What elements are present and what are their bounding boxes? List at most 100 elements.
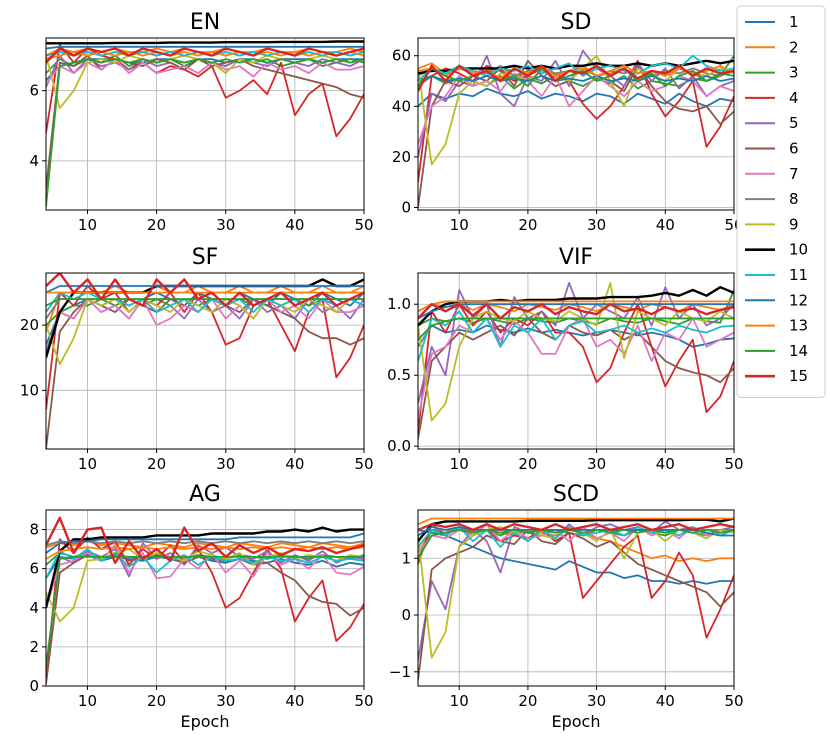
x-tick-label: 50	[354, 216, 373, 234]
series-line-9	[46, 298, 364, 366]
legend-label-4: 4	[789, 89, 799, 107]
series-line-12	[46, 45, 364, 50]
y-tick-label: 10	[20, 381, 39, 399]
x-tick-label: 20	[147, 216, 166, 234]
legend-label-8: 8	[789, 190, 799, 208]
series-line-1	[46, 291, 364, 346]
y-tick-label: 20	[20, 316, 39, 334]
series-line-12	[418, 75, 734, 87]
series-line-12	[46, 532, 364, 554]
y-tick-label: 1	[401, 549, 411, 567]
x-tick-label: 40	[656, 455, 675, 473]
series-group	[46, 40, 364, 207]
x-tick-label: 30	[216, 455, 235, 473]
x-axis-label: Epoch	[552, 712, 601, 731]
x-tick-label: 40	[285, 216, 304, 234]
panel-title: VIF	[559, 245, 593, 270]
series-line-15	[46, 273, 364, 307]
series-group	[418, 517, 734, 681]
axes-frame	[417, 272, 735, 450]
legend-label-5: 5	[789, 114, 799, 132]
axes-frame	[417, 509, 735, 687]
y-tick-label: 60	[392, 47, 411, 65]
series-line-2	[46, 540, 364, 549]
series-line-10	[46, 526, 364, 609]
x-axis-label: Epoch	[181, 712, 230, 731]
x-tick-label: 20	[518, 455, 537, 473]
axes-frame	[45, 272, 365, 450]
y-tick-label: 4	[29, 599, 39, 617]
series-line-14	[46, 58, 364, 207]
x-tick-label: 20	[518, 692, 537, 710]
panel-title: EN	[190, 10, 220, 35]
series-line-14	[46, 556, 364, 667]
series-line-15	[46, 47, 364, 64]
series-line-10	[46, 40, 364, 45]
x-tick-label: 20	[147, 455, 166, 473]
x-tick-label: 10	[450, 216, 469, 234]
axes-frame	[45, 509, 365, 687]
series-line-15	[418, 523, 734, 532]
series-line-11	[418, 310, 734, 362]
x-tick-label: 40	[656, 692, 675, 710]
series-line-5	[46, 542, 364, 605]
series-line-14	[418, 317, 734, 341]
legend-label-14: 14	[789, 342, 808, 360]
x-tick-label: 10	[450, 692, 469, 710]
axes-frame	[417, 37, 735, 211]
series-line-12	[46, 285, 364, 294]
panel-title: SCD	[553, 482, 599, 507]
legend-label-1: 1	[789, 13, 799, 31]
y-tick-label: 6	[29, 560, 39, 578]
series-line-9	[418, 526, 734, 659]
series-line-7	[418, 523, 734, 554]
legend-label-9: 9	[789, 215, 799, 233]
y-tick-label: 0	[29, 677, 39, 695]
x-tick-label: 20	[147, 692, 166, 710]
y-tick-label: 0.0	[387, 437, 411, 455]
x-tick-label: 50	[354, 455, 373, 473]
y-tick-label: 8	[29, 521, 39, 539]
y-tick-label: 6	[29, 82, 39, 100]
y-tick-label: −1	[389, 663, 411, 681]
legend-label-12: 12	[789, 291, 808, 309]
legend-label-2: 2	[789, 38, 799, 56]
panel-title: SD	[561, 10, 592, 35]
series-line-7	[46, 58, 364, 85]
series-group	[418, 49, 734, 208]
series-line-15	[46, 516, 364, 564]
series-line-15	[418, 303, 734, 320]
panels: 10 20 30 40 50 4 6 EN 10 20 30 40 50 0 20 40 60 SD 10 20 30 4…	[20, 10, 744, 731]
series-line-6	[46, 298, 364, 449]
series-line-6	[46, 54, 364, 189]
x-tick-label: 30	[216, 216, 235, 234]
x-tick-label: 20	[518, 216, 537, 234]
y-tick-label: 2	[29, 638, 39, 656]
series-line-9	[418, 281, 734, 422]
legend-label-3: 3	[789, 64, 799, 82]
series-line-10	[418, 517, 734, 542]
legend-label-15: 15	[789, 367, 808, 385]
x-tick-label: 10	[78, 455, 97, 473]
series-line-6	[418, 317, 734, 440]
x-tick-label: 30	[587, 692, 606, 710]
y-tick-label: 20	[392, 148, 411, 166]
x-tick-label: 40	[285, 455, 304, 473]
x-tick-label: 30	[216, 692, 235, 710]
series-line-15	[418, 64, 734, 92]
axes-frame	[45, 37, 365, 211]
panel-sf: 10 20 30 40 50 10 20 SF	[20, 245, 374, 473]
series-line-6	[418, 529, 734, 681]
panel-en: 10 20 30 40 50 4 6 EN	[29, 10, 373, 234]
series-group	[46, 516, 364, 685]
x-tick-label: 30	[587, 216, 606, 234]
x-tick-label: 40	[285, 692, 304, 710]
legend-label-6: 6	[789, 140, 799, 158]
x-tick-label: 10	[78, 692, 97, 710]
x-tick-label: 50	[724, 692, 743, 710]
x-tick-label: 40	[656, 216, 675, 234]
legend-label-10: 10	[789, 241, 808, 259]
series-line-7	[418, 72, 734, 145]
